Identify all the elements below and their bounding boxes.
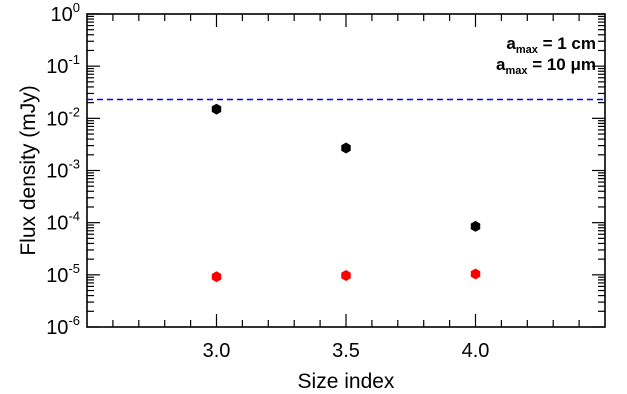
legend-entry-2-subscript: max — [505, 65, 528, 77]
y-axis-title: Flux density (mJy) — [17, 85, 40, 255]
legend-entry-2-value: = 10 μm — [527, 55, 596, 74]
legend-entry-1-value: = 1 cm — [538, 34, 596, 53]
y-tick-label-base: 10 — [51, 4, 73, 26]
legend-entry-2-symbol: a — [496, 55, 506, 74]
y-tick-label-exponent: 0 — [73, 0, 80, 15]
legend-entry-1-subscript: max — [516, 44, 539, 56]
y-tick-label-exponent: -3 — [68, 157, 80, 172]
y-tick-label-exponent: -4 — [68, 209, 80, 224]
x-tick-label: 3.5 — [332, 340, 360, 362]
y-tick-label: 10-5 — [46, 261, 80, 287]
y-tick-label-exponent: -1 — [68, 52, 80, 67]
data-point-series-1 — [211, 103, 222, 115]
legend: amax = 1 cm amax = 10 μm — [496, 34, 596, 77]
data-point-series-2 — [470, 268, 481, 280]
data-point-series-2 — [341, 270, 351, 281]
y-tick-label: 10-4 — [46, 209, 80, 235]
y-tick-label-exponent: -5 — [68, 261, 80, 276]
y-tick-label-base: 10 — [46, 317, 68, 339]
x-tick-label: 4.0 — [462, 340, 490, 362]
points-layer — [211, 103, 481, 283]
x-tick-label: 3.0 — [203, 340, 231, 362]
legend-entry-1-symbol: a — [506, 34, 516, 53]
y-tick-label: 10-6 — [46, 313, 80, 339]
x-axis-title: Size index — [298, 370, 395, 393]
y-tick-label-base: 10 — [46, 108, 68, 130]
y-tick-label: 10-2 — [46, 104, 80, 130]
y-tick-label: 10-3 — [46, 157, 80, 183]
ticks-layer — [87, 13, 605, 328]
data-point-series-1 — [470, 220, 481, 232]
legend-entry-1: amax = 1 cm — [506, 34, 596, 56]
data-point-series-2 — [211, 271, 222, 283]
data-point-series-1 — [341, 142, 351, 154]
y-tick-label-base: 10 — [46, 213, 68, 235]
y-tick-label-exponent: -2 — [68, 104, 80, 119]
y-tick-label-base: 10 — [46, 265, 68, 287]
y-tick-label: 10-1 — [46, 52, 80, 78]
y-tick-label-base: 10 — [46, 161, 68, 183]
legend-entry-2: amax = 10 μm — [496, 55, 596, 77]
y-tick-label-exponent: -6 — [68, 313, 80, 328]
y-tick-label-base: 10 — [46, 56, 68, 78]
y-tick-label: 100 — [51, 0, 80, 26]
